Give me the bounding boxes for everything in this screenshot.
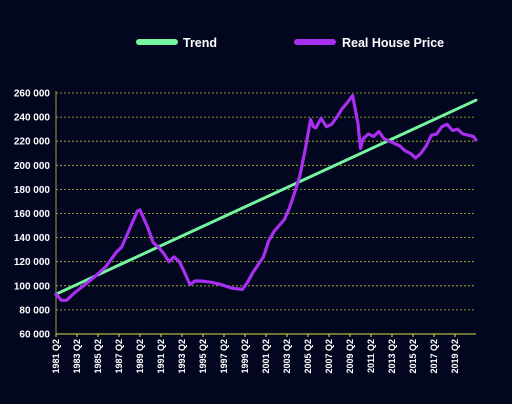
y-tick-label: 120 000 (14, 257, 51, 268)
x-tick-label: 1993 Q2 (177, 339, 187, 374)
legend: Trend Real House Price (136, 36, 444, 50)
legend-label-real-house-price: Real House Price (342, 36, 444, 50)
y-tick-label: 200 000 (14, 161, 51, 172)
series-lines (54, 93, 478, 302)
x-tick-label: 1999 Q2 (240, 339, 250, 374)
x-tick-label: 2013 Q2 (387, 339, 397, 374)
x-tick-label: 1995 Q2 (198, 339, 208, 374)
x-tick-label: 2001 Q2 (261, 339, 271, 374)
y-tick-label: 260 000 (14, 89, 51, 100)
x-tick-label: 1983 Q2 (72, 339, 82, 374)
x-axis-ticks: 1981 Q2 1983 Q2 1985 Q2 1987 Q2 1989 Q2 1991 … (51, 339, 460, 374)
x-tick-label: 2015 Q2 (408, 339, 418, 374)
x-tick-label: 2017 Q2 (429, 339, 439, 374)
gridlines (56, 92, 476, 311)
y-tick-label: 220 000 (14, 137, 51, 148)
trend-line (54, 98, 478, 296)
x-tick-label: 2019 Q2 (450, 339, 460, 374)
x-tick-label: 2009 Q2 (345, 339, 355, 374)
legend-swatch-trend (136, 39, 178, 45)
x-tick-label: 1985 Q2 (93, 339, 103, 374)
x-tick-label: 1991 Q2 (156, 339, 166, 374)
x-tick-label: 1981 Q2 (51, 339, 61, 374)
x-tick-label: 1987 Q2 (114, 339, 124, 374)
y-tick-label: 160 000 (14, 209, 51, 220)
x-tick-label: 2003 Q2 (282, 339, 292, 374)
y-tick-label: 60 000 (19, 330, 50, 341)
y-tick-label: 180 000 (14, 185, 51, 196)
y-tick-label: 140 000 (14, 233, 51, 244)
x-tick-label: 2005 Q2 (303, 339, 313, 374)
x-tick-label: 2011 Q2 (366, 339, 376, 373)
y-axis-ticks: 60 000 80 000 100 000 120 000 140 000 160 000… (14, 89, 51, 341)
y-tick-label: 100 000 (14, 281, 51, 292)
x-tick-label: 1989 Q2 (135, 339, 145, 374)
legend-swatch-real-house-price (294, 39, 336, 45)
y-tick-label: 80 000 (19, 305, 50, 316)
legend-label-trend: Trend (183, 36, 217, 50)
x-tick-label: 2007 Q2 (324, 339, 334, 374)
x-tick-label: 1997 Q2 (219, 339, 229, 374)
y-tick-label: 240 000 (14, 113, 51, 124)
real-house-price-line (54, 93, 478, 302)
